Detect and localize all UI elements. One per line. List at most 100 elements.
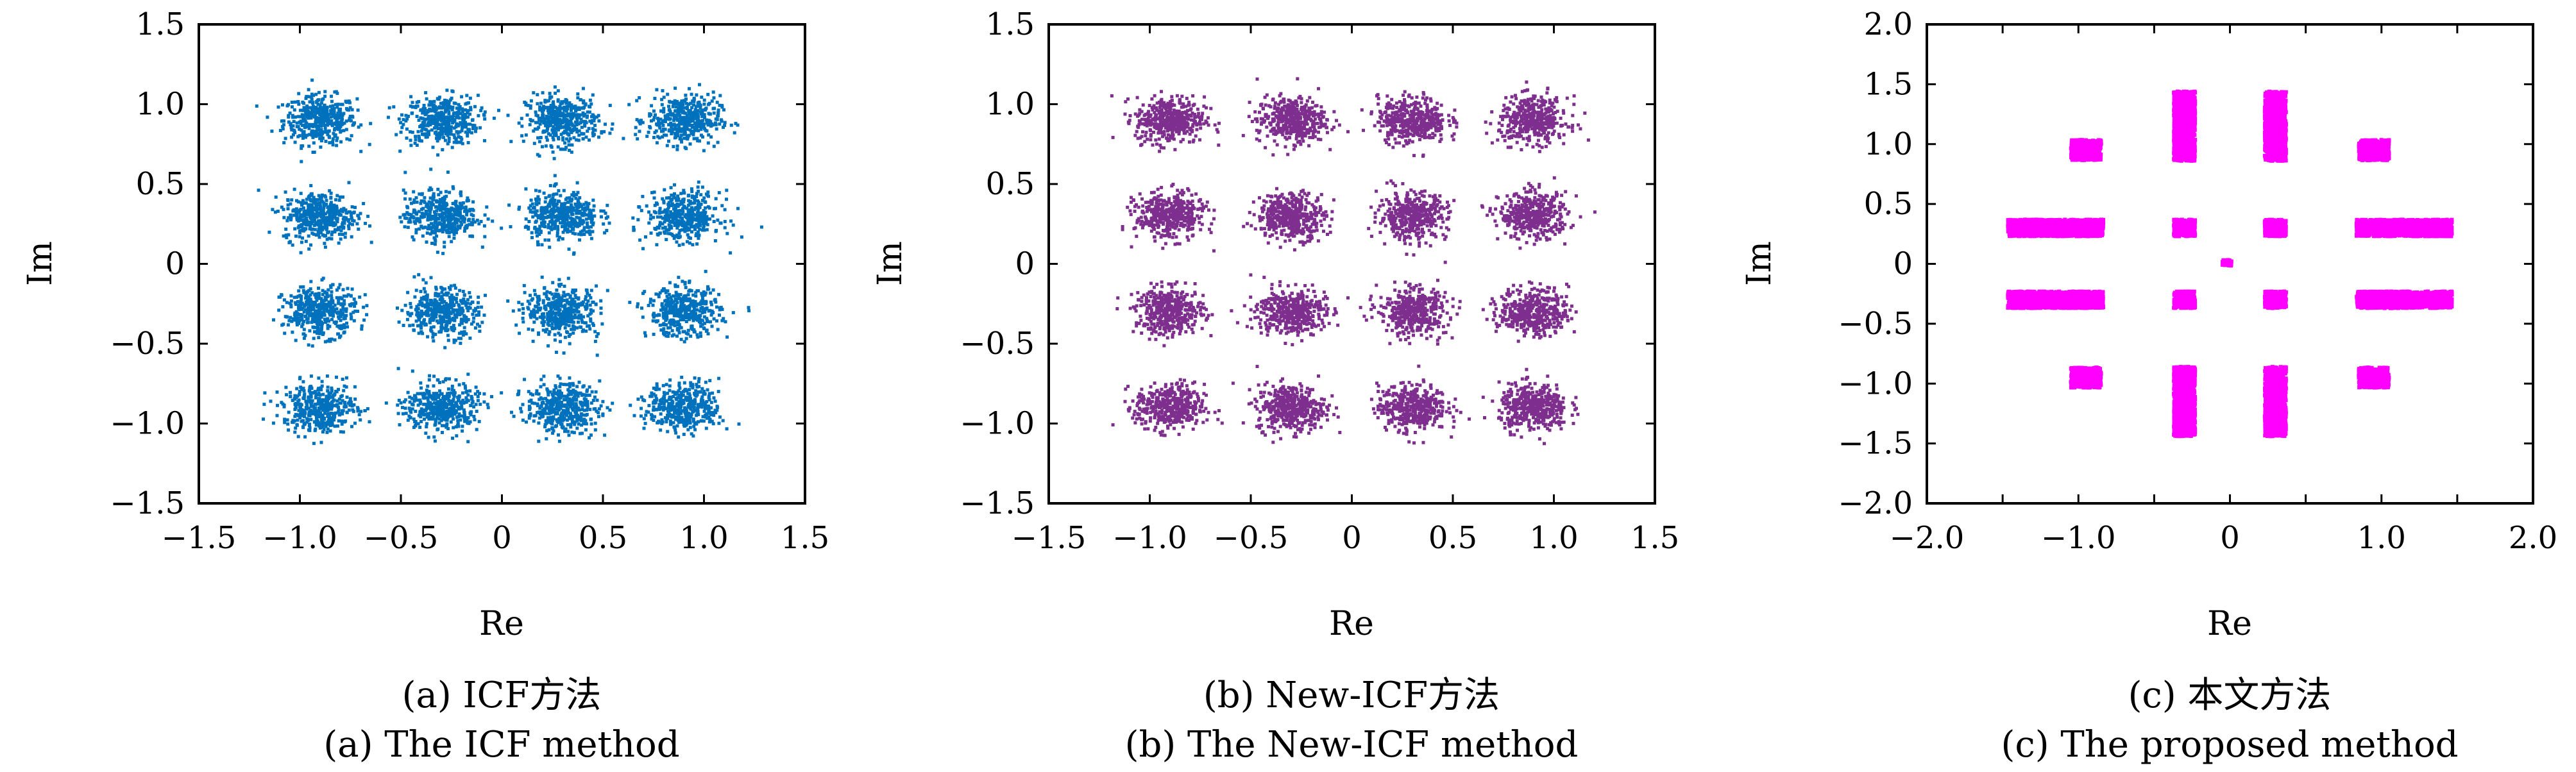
data-point — [689, 334, 693, 338]
data-point — [411, 111, 414, 115]
data-point — [335, 218, 339, 222]
data-point — [677, 219, 681, 222]
data-point — [685, 134, 689, 138]
data-point — [641, 247, 645, 251]
data-point — [289, 240, 292, 244]
data-point — [560, 206, 564, 210]
data-point — [475, 126, 479, 130]
data-point — [652, 115, 656, 119]
data-point — [329, 191, 333, 195]
data-point — [326, 210, 330, 214]
data-point — [552, 226, 556, 230]
data-point — [346, 325, 350, 329]
data-point — [410, 215, 413, 219]
data-point — [584, 103, 588, 107]
data-point — [579, 230, 582, 234]
data-point — [444, 324, 448, 328]
data-point — [578, 221, 582, 225]
data-point — [562, 351, 566, 355]
data-point — [687, 133, 691, 137]
data-point — [455, 207, 459, 210]
data-point — [562, 213, 566, 217]
data-point — [542, 209, 546, 213]
data-point — [674, 196, 677, 200]
data-point — [459, 194, 463, 197]
data-point — [649, 298, 652, 301]
point-cluster — [628, 269, 751, 344]
data-point — [452, 236, 456, 240]
data-point — [699, 106, 702, 110]
data-point — [664, 290, 668, 294]
data-point — [455, 115, 459, 119]
data-point — [586, 224, 589, 228]
data-point — [593, 214, 597, 218]
data-point — [409, 220, 412, 224]
data-point — [464, 108, 468, 112]
data-point — [543, 130, 547, 133]
data-point — [673, 136, 677, 140]
data-point — [314, 135, 318, 138]
data-point — [567, 316, 571, 320]
data-point — [509, 225, 513, 229]
data-point — [427, 226, 430, 230]
data-point — [332, 106, 336, 110]
data-point — [335, 136, 339, 140]
data-point — [592, 204, 596, 208]
data-point — [309, 243, 312, 247]
data-point — [553, 215, 557, 219]
data-point — [451, 117, 454, 121]
data-point — [547, 344, 550, 348]
data-point — [341, 222, 344, 226]
data-point — [652, 215, 656, 219]
data-point — [452, 209, 456, 213]
data-point — [422, 133, 426, 137]
data-point — [392, 105, 396, 109]
data-point — [405, 205, 409, 208]
data-point — [543, 287, 547, 290]
data-point — [492, 116, 496, 120]
data-point — [462, 229, 466, 233]
data-point — [332, 206, 336, 210]
data-point — [447, 220, 451, 224]
data-point — [412, 216, 416, 220]
data-point — [662, 119, 666, 122]
data-point — [307, 203, 311, 206]
data-point — [651, 303, 655, 307]
data-point — [438, 197, 442, 201]
data-point — [326, 317, 330, 321]
data-point — [441, 251, 445, 255]
data-point — [300, 128, 303, 132]
data-point — [684, 147, 688, 151]
data-point — [408, 313, 412, 317]
data-point — [310, 111, 314, 115]
data-point — [353, 206, 357, 210]
data-point — [425, 128, 428, 131]
data-point — [326, 133, 330, 137]
data-point — [551, 193, 555, 197]
data-point — [468, 291, 471, 294]
data-point — [655, 141, 659, 145]
data-point — [559, 106, 563, 110]
data-point — [350, 287, 354, 291]
data-point — [558, 126, 562, 130]
data-point — [409, 138, 412, 142]
data-point — [532, 289, 536, 292]
data-point — [439, 325, 443, 329]
data-point — [577, 201, 580, 205]
data-point — [526, 103, 530, 107]
data-point — [317, 128, 320, 132]
data-point — [319, 215, 323, 219]
data-point — [339, 302, 343, 306]
data-point — [529, 99, 533, 103]
data-point — [584, 217, 588, 221]
data-point — [326, 205, 330, 209]
data-point — [365, 304, 369, 308]
data-point — [681, 199, 685, 203]
data-point — [723, 226, 727, 230]
data-point — [545, 210, 549, 214]
data-point — [350, 216, 353, 220]
data-point — [547, 203, 551, 206]
data-point — [323, 321, 327, 324]
data-point — [296, 135, 300, 138]
data-point — [538, 122, 542, 126]
